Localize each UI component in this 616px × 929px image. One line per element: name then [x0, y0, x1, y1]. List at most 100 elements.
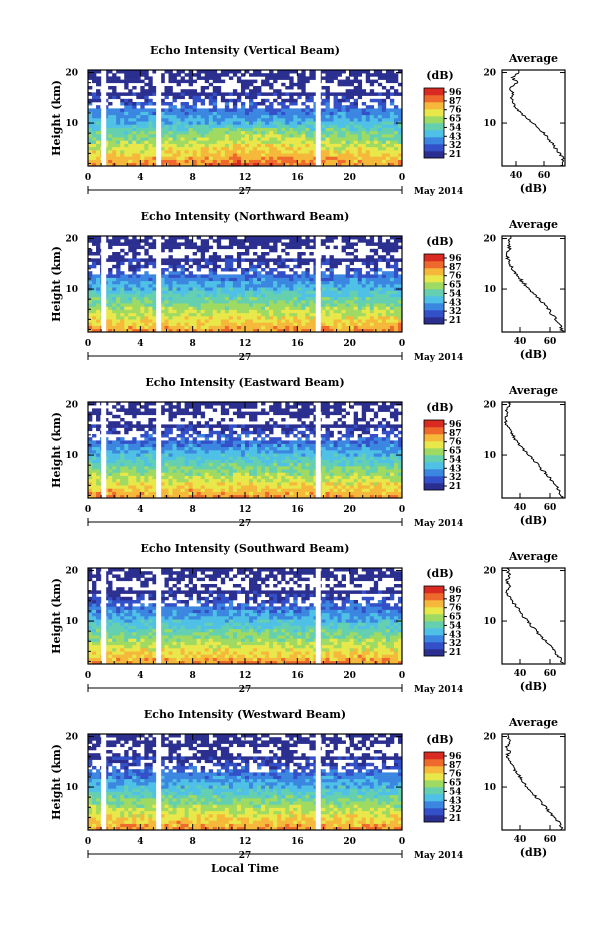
heatmap-cell [224, 245, 230, 250]
heatmap-cell [313, 264, 318, 269]
heatmap-cell [196, 430, 202, 435]
heatmap-cell [112, 239, 117, 243]
heatmap-cell [92, 328, 97, 333]
heatmap-cell [92, 150, 97, 154]
heatmap-cell [349, 79, 354, 84]
heatmap-cell [196, 482, 202, 486]
heatmap-cell [377, 70, 383, 74]
heatmap-cell [196, 443, 202, 448]
heatmap-cell [188, 427, 193, 432]
heatmap-cell [96, 284, 101, 288]
heatmap-cell [333, 105, 338, 109]
heatmap-cell [333, 76, 338, 80]
heatmap-cell [249, 108, 254, 112]
heatmap-cell [220, 108, 226, 112]
heatmap-cell [281, 287, 286, 291]
heatmap-cell [176, 424, 181, 428]
heatmap-cell [188, 92, 193, 96]
heatmap-cell [164, 325, 169, 330]
heatmap-cell [212, 95, 218, 100]
heatmap-cell [329, 303, 334, 307]
heatmap-cell [148, 121, 153, 125]
heatmap-cell [212, 284, 218, 288]
heatmap-cell [285, 114, 290, 119]
heatmap-cell [148, 258, 153, 262]
heatmap-cell [333, 130, 338, 135]
heatmap-cell [108, 258, 113, 262]
heatmap-cell [108, 411, 113, 416]
heatmap-cell [192, 306, 197, 310]
heatmap-cell [240, 86, 246, 90]
heatmap-cell [92, 434, 97, 438]
heatmap-cell [301, 76, 306, 80]
heatmap-cell [329, 146, 334, 151]
heatmap-cell [160, 137, 165, 141]
heatmap-cell [357, 111, 363, 116]
heatmap-cell [140, 319, 145, 323]
heatmap-cell [128, 303, 133, 307]
heatmap-cell [148, 424, 153, 428]
heatmap-cell [309, 309, 314, 314]
heatmap-cell [353, 309, 359, 314]
heatmap-cell [108, 466, 113, 470]
heatmap-cell [277, 127, 282, 132]
heatmap-cell [96, 472, 101, 476]
heatmap-cell [148, 159, 153, 164]
heatmap-cell [196, 245, 202, 250]
heatmap-cell [337, 261, 342, 266]
heatmap-cell [108, 319, 113, 323]
heatmap-cell [88, 478, 93, 483]
heatmap-cell [144, 156, 149, 160]
heatmap-cell [104, 130, 109, 135]
heatmap-cell [393, 146, 399, 151]
heatmap-cell [224, 312, 230, 317]
heatmap-cell [92, 242, 97, 246]
heatmap-cell [333, 134, 338, 138]
heatmap-cell [353, 306, 359, 310]
heatmap-cell [337, 114, 342, 119]
heatmap-cell [329, 287, 334, 291]
heatmap-cell [345, 306, 350, 310]
heatmap-cell [381, 108, 387, 112]
heatmap-cell [108, 79, 113, 84]
profile-x-tick-label: 40 [514, 337, 527, 347]
heatmap-cell [164, 95, 169, 100]
heatmap-cell [325, 153, 330, 157]
heatmap-cell [333, 95, 338, 100]
heatmap-cell [104, 300, 109, 304]
heatmap-cell [116, 156, 121, 160]
heatmap-cell [184, 277, 189, 282]
heatmap-cell [116, 271, 121, 275]
heatmap-cell [232, 296, 238, 301]
heatmap-cell [196, 130, 202, 135]
heatmap-cell [196, 405, 202, 409]
heatmap-cell [285, 300, 290, 304]
heatmap-cell [261, 118, 266, 122]
heatmap-cell [124, 82, 129, 87]
heatmap-cell [377, 239, 383, 243]
heatmap-cell [148, 491, 153, 496]
heatmap-cell [204, 405, 210, 409]
heatmap-cell [224, 121, 230, 125]
heatmap-cell [245, 271, 250, 275]
heatmap-cell [120, 494, 125, 499]
heatmap-cell [236, 242, 242, 246]
heatmap-cell [204, 306, 210, 310]
heatmap-cell [132, 411, 137, 416]
heatmap-cell [353, 290, 359, 294]
heatmap-cell [361, 134, 367, 138]
heatmap-cell [204, 130, 210, 135]
heatmap-cell [88, 280, 93, 285]
heatmap-cell [172, 108, 177, 112]
heatmap-cell [184, 162, 189, 167]
heatmap-cell [88, 440, 93, 444]
heatmap-cell [369, 127, 375, 132]
heatmap-cell [361, 261, 367, 266]
heatmap-cell [212, 162, 218, 167]
heatmap-cell [253, 159, 258, 164]
heatmap-cell [253, 86, 258, 90]
heatmap-cell [333, 287, 338, 291]
heatmap-cell [164, 134, 169, 138]
heatmap-cell [136, 114, 141, 119]
heatmap-cell [176, 319, 181, 323]
